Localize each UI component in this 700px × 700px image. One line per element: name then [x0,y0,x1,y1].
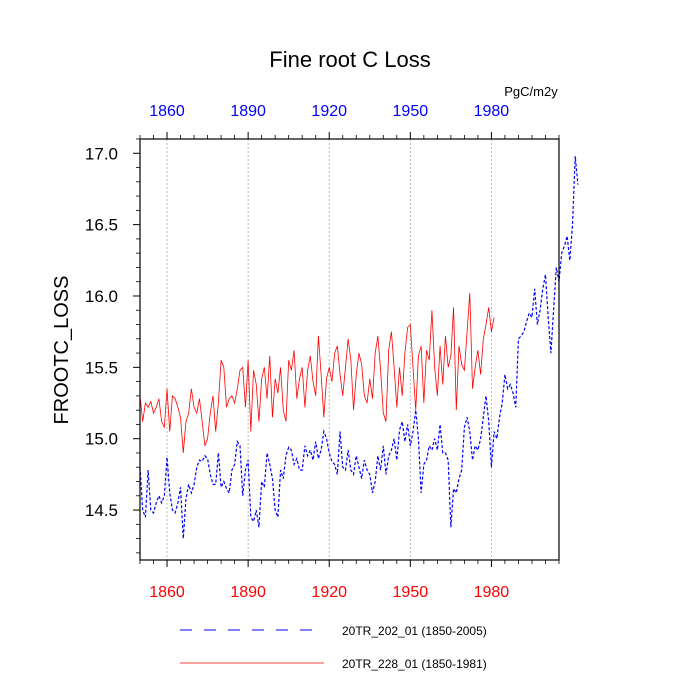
x-tick-label-bottom-1980: 1980 [474,584,510,601]
legend-label-20tr-202-01: 20TR_202_01 (1850-2005) [342,624,487,638]
tick-marks [133,132,560,567]
y-axis-label: FROOTC_LOSS [51,276,73,425]
x-tick-label-bottom-1890: 1890 [230,584,266,601]
x-tick-label-top-1920: 1920 [311,103,347,120]
grid-lines [166,139,492,560]
series-line-20tr-202-01 [139,156,579,539]
x-tick-label-bottom-1860: 1860 [149,584,185,601]
y-tick-label-15.0: 15.0 [85,430,118,449]
x-tick-label-bottom-1950: 1950 [393,584,429,601]
x-tick-label-top-1980: 1980 [474,103,510,120]
series-line-20tr-228-01 [139,293,495,454]
y-tick-label-16.5: 16.5 [85,216,118,235]
x-tick-label-top-1890: 1890 [230,103,266,120]
legend: 20TR_202_01 (1850-2005) 20TR_228_01 (185… [180,624,487,671]
plot-frame [139,138,560,561]
y-tick-label-15.5: 15.5 [85,358,118,377]
x-tick-label-top-1860: 1860 [149,103,185,120]
x-tick-label-top-1950: 1950 [393,103,429,120]
y-tick-label-14.5: 14.5 [85,501,118,520]
series-layer [139,156,579,539]
legend-label-20tr-228-01: 20TR_228_01 (1850-1981) [342,657,487,671]
y-tick-label-17.0: 17.0 [85,144,118,163]
x-tick-label-bottom-1920: 1920 [311,584,347,601]
units-label: PgC/m2y [504,84,558,99]
chart-title: Fine root C Loss [269,47,430,72]
tick-labels: 1860 1860 1890 1890 1920 1920 1950 1950 1980 1980… [85,103,509,601]
y-tick-label-16.0: 16.0 [85,287,118,306]
